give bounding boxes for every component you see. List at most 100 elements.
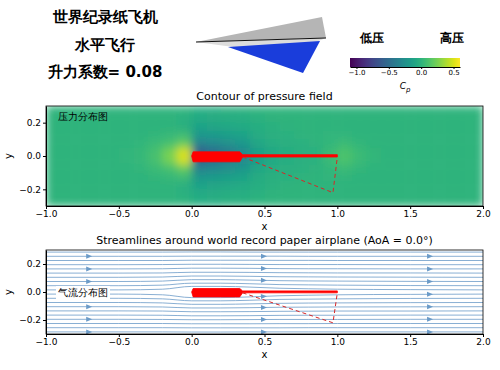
heatmap-cell — [396, 156, 411, 165]
heatmap-cell — [366, 164, 381, 173]
heatmap-cell — [163, 156, 178, 165]
heatmap-cell — [425, 173, 440, 182]
heatmap-cell — [250, 139, 265, 148]
heatmap-cell — [396, 181, 411, 190]
heatmap-cell — [177, 173, 192, 182]
heatmap-cell — [61, 164, 76, 173]
heatmap-cell — [410, 114, 425, 123]
heatmap-cell — [265, 139, 280, 148]
heatmap-cell — [454, 123, 469, 132]
heatmap-cell — [366, 189, 381, 198]
heatmap-cell — [177, 148, 192, 157]
heatmap-cell — [163, 139, 178, 148]
heatmap-cell — [381, 198, 396, 206]
heatmap-cell — [61, 139, 76, 148]
heatmap-cell — [279, 139, 294, 148]
y-axis-title: y — [3, 289, 14, 295]
heatmap-cell — [396, 131, 411, 140]
heatmap-cell — [454, 181, 469, 190]
heatmap-cell — [425, 123, 440, 132]
heatmap — [46, 106, 483, 206]
heatmap-cell — [46, 173, 61, 182]
heatmap-cell — [250, 189, 265, 198]
streamline — [46, 286, 483, 290]
low-pressure-label: 低压 — [359, 31, 384, 45]
tick-label: 0.5 — [258, 337, 272, 347]
tick: −0.2 — [19, 315, 46, 325]
heatmap-cell — [366, 173, 381, 182]
heatmap-cell — [454, 156, 469, 165]
heatmap-cell — [133, 131, 148, 140]
flow-arrow — [261, 317, 267, 322]
heatmap-cell — [133, 173, 148, 182]
heatmap-cell — [221, 139, 236, 148]
heatmap-cell — [206, 114, 221, 123]
flow-arrow — [261, 278, 267, 283]
flow-arrow — [427, 317, 433, 322]
heatmap-cell — [119, 181, 134, 190]
tick-label: 0.0 — [416, 69, 427, 77]
heatmap-cell — [279, 189, 294, 198]
heatmap-cell — [192, 198, 207, 206]
heatmap-cell — [148, 164, 163, 173]
heatmap-cell — [206, 189, 221, 198]
heatmap-cell — [265, 181, 280, 190]
heatmap-cell — [352, 189, 367, 198]
streamline — [46, 260, 483, 261]
tick-mark — [43, 292, 46, 293]
heatmap-cell — [104, 156, 119, 165]
heatmap-cell — [104, 181, 119, 190]
heatmap-cell — [163, 106, 178, 115]
flow-arrow — [86, 317, 92, 322]
heatmap-cell — [104, 148, 119, 157]
flow-arrow — [427, 266, 433, 271]
heatmap-cell — [381, 173, 396, 182]
airplane-keel — [243, 157, 338, 193]
heatmap-cell — [396, 148, 411, 157]
heatmap-cell — [337, 114, 352, 123]
heatmap-cell — [396, 189, 411, 198]
heatmap-cell — [279, 164, 294, 173]
flow-arrow — [86, 254, 92, 259]
heatmap-cell — [337, 148, 352, 157]
tick-label: 0.2 — [27, 118, 41, 128]
heatmap-cell — [294, 173, 309, 182]
streamline — [46, 264, 483, 265]
heatmap-cell — [250, 198, 265, 206]
heatmap-cell — [221, 106, 236, 115]
header-line: 世界纪录纸飞机 — [52, 8, 158, 26]
heatmap-cell — [425, 164, 440, 173]
heatmap-cell — [163, 198, 178, 206]
tick: 0.5 — [258, 206, 272, 219]
heatmap-cell — [119, 114, 134, 123]
streamline — [46, 276, 483, 277]
heatmap-cell — [439, 181, 454, 190]
heatmap-cell — [177, 123, 192, 132]
tick-label: −0.2 — [19, 185, 41, 195]
heatmap-cell — [148, 156, 163, 165]
heatmap-cell — [279, 114, 294, 123]
tick-label: −0.2 — [19, 315, 41, 325]
tick-mark — [43, 320, 46, 321]
heatmap-cell — [410, 156, 425, 165]
flow-arrow — [261, 266, 267, 271]
heatmap-cell — [468, 198, 483, 206]
heatmap-cell — [250, 131, 265, 140]
heatmap-cell — [104, 164, 119, 173]
y-axis-title: y — [3, 153, 14, 159]
heatmap-cell — [352, 173, 367, 182]
heatmap-cell — [410, 106, 425, 115]
heatmap-cell — [425, 139, 440, 148]
heatmap-cell — [61, 123, 76, 132]
heatmap-cell — [352, 123, 367, 132]
heatmap-cell — [425, 156, 440, 165]
heatmap-cell — [61, 156, 76, 165]
heatmap-cell — [250, 173, 265, 182]
heatmap-cell — [352, 181, 367, 190]
header-line: 水平飞行 — [74, 36, 135, 54]
heatmap-cell — [410, 123, 425, 132]
heatmap-cell — [119, 173, 134, 182]
icon-shape — [228, 41, 320, 73]
heatmap-cell — [163, 123, 178, 132]
heatmap-cell — [235, 106, 250, 115]
